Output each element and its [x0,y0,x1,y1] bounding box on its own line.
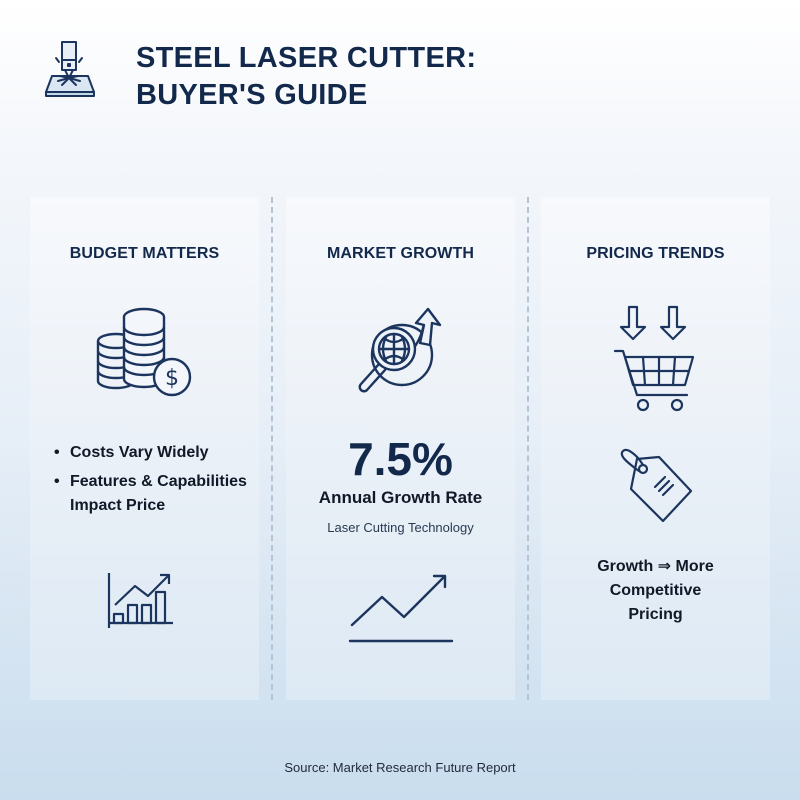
page-title: STEEL LASER CUTTER: BUYER'S GUIDE [136,42,477,111]
cart-down-arrows-icon [613,305,695,413]
laser-cutter-icon [38,38,100,100]
panel-market-growth: MARKET GROWTH 7.5% Annual Growth Rate La… [286,197,515,700]
source-citation: Source: Market Research Future Report [284,760,516,775]
panel-title: MARKET GROWTH [326,245,475,262]
globe-magnifier-growth-icon [350,305,450,401]
bullet-list: Costs Vary Widely Features & Capabilitie… [52,441,250,523]
panel-title: PRICING TRENDS [586,245,725,262]
svg-text:$: $ [165,366,179,391]
panel-budget-matters: BUDGET MATTERS $ Costs Vary Widely Featu… [30,197,259,700]
growth-rate-subtitle: Laser Cutting Technology [327,520,474,535]
coins-dollar-icon: $ [94,305,196,401]
dashed-divider [271,197,273,700]
bar-chart-growth-icon [106,571,174,631]
growth-rate-value: 7.5% [348,433,453,485]
trend-line-icon [348,567,454,647]
panel-title: BUDGET MATTERS [69,245,220,262]
pricing-conclusion: Growth ⇒ More Competitive Pricing [597,558,714,623]
bullet-item: Costs Vary Widely [52,441,250,465]
bullet-item: Features & Capabilities Impact Price [52,470,250,518]
header: STEEL LASER CUTTER: BUYER'S GUIDE [38,38,476,111]
price-tag-icon [617,447,697,525]
dashed-divider [527,197,529,700]
growth-rate-label: Annual Growth Rate [318,488,483,507]
panel-pricing-trends: PRICING TRENDS Growth ⇒ More Competitive… [541,197,770,700]
